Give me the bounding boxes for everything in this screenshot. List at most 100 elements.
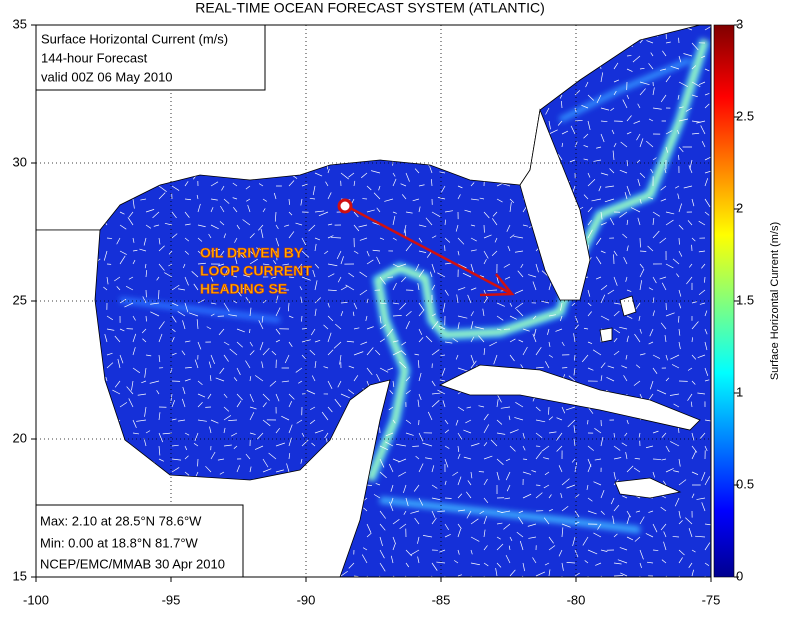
vector xyxy=(661,282,667,291)
vector xyxy=(639,88,646,96)
vector xyxy=(660,68,667,71)
vector xyxy=(218,328,225,336)
vector xyxy=(474,326,485,330)
vector xyxy=(548,314,556,317)
vector xyxy=(247,204,251,213)
vector xyxy=(587,549,598,555)
vector xyxy=(314,308,317,317)
vector xyxy=(249,412,255,421)
vector xyxy=(184,302,189,313)
vector xyxy=(626,315,633,319)
vector xyxy=(581,104,589,109)
x-tick-label: -75 xyxy=(702,592,721,607)
vector xyxy=(600,107,610,111)
vector xyxy=(691,549,696,553)
vector xyxy=(210,198,218,201)
vector xyxy=(114,335,121,343)
vector xyxy=(262,402,267,408)
vector xyxy=(457,574,463,577)
vector xyxy=(353,327,360,330)
vector xyxy=(613,90,617,96)
colorbar-tick-label: 1 xyxy=(736,384,743,399)
vector xyxy=(678,224,684,230)
vector xyxy=(548,120,551,130)
vector xyxy=(345,284,355,291)
vector xyxy=(678,520,683,525)
vector xyxy=(619,326,628,330)
vector xyxy=(181,350,186,356)
vector xyxy=(376,256,381,265)
vector xyxy=(613,310,620,317)
vector xyxy=(390,497,394,504)
vector xyxy=(636,133,641,141)
vector xyxy=(483,529,486,538)
vector xyxy=(249,341,253,347)
vector xyxy=(691,493,695,499)
vector xyxy=(470,263,474,273)
vector xyxy=(210,276,214,282)
vector xyxy=(652,107,662,110)
vector xyxy=(144,367,147,378)
vector xyxy=(504,276,511,280)
vector xyxy=(574,354,576,361)
vector xyxy=(600,436,604,447)
vector xyxy=(587,172,591,178)
vector xyxy=(219,221,225,226)
box-frame xyxy=(35,24,266,91)
axes: -100 -95 -90 -85 -80 -75 15 20 25 30 35 xyxy=(13,16,721,607)
vector xyxy=(518,516,524,525)
vector xyxy=(568,375,576,382)
vector xyxy=(221,185,225,191)
vector xyxy=(478,335,485,343)
vector xyxy=(223,302,230,312)
vector xyxy=(223,406,230,412)
vector xyxy=(470,471,473,479)
vector xyxy=(375,349,381,356)
vector xyxy=(691,198,695,207)
vector xyxy=(457,523,462,529)
vector xyxy=(470,198,479,201)
vector xyxy=(132,419,137,428)
vector xyxy=(223,393,228,399)
vector xyxy=(158,245,165,252)
vector xyxy=(496,315,504,321)
vector xyxy=(300,296,303,304)
vector xyxy=(656,389,667,395)
title: REAL-TIME OCEAN FORECAST SYSTEM (ATLANTI… xyxy=(195,0,545,16)
vector xyxy=(506,224,511,232)
vector xyxy=(327,332,332,343)
vector xyxy=(624,192,628,200)
vector xyxy=(594,458,602,461)
vector xyxy=(270,276,277,279)
vector xyxy=(514,417,524,421)
vector xyxy=(444,497,452,499)
vector xyxy=(158,432,164,443)
vector xyxy=(425,217,433,226)
vector xyxy=(639,268,645,278)
vector xyxy=(698,250,706,253)
x-tick-label: -85 xyxy=(432,592,451,607)
spill-site xyxy=(337,198,353,214)
vector xyxy=(624,432,628,437)
vector xyxy=(340,286,348,291)
vector xyxy=(223,198,230,204)
vector xyxy=(249,466,252,473)
vector xyxy=(184,445,188,451)
vector xyxy=(327,289,337,291)
vector xyxy=(606,377,615,382)
vector xyxy=(353,224,360,232)
vector xyxy=(168,250,173,255)
vector xyxy=(288,276,295,278)
vector xyxy=(678,118,689,122)
vector xyxy=(171,458,182,461)
vector xyxy=(431,484,438,489)
vector xyxy=(152,211,160,219)
vector xyxy=(587,445,594,451)
vector xyxy=(676,273,680,278)
vector xyxy=(132,198,135,209)
annotation: OIL DRIVEN BY LOOP CURRENT HEADING SE xyxy=(200,198,515,297)
vector xyxy=(392,350,402,356)
vector xyxy=(566,484,576,489)
vector xyxy=(197,419,207,422)
vector xyxy=(311,442,316,447)
